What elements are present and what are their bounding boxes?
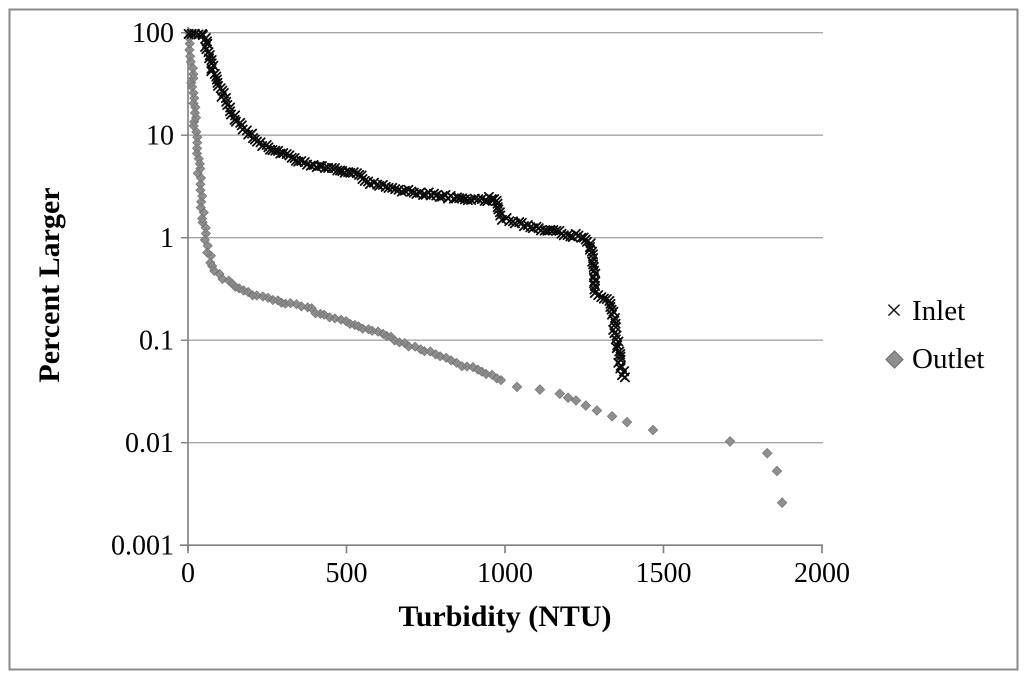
x-tick-label: 0 [181,558,195,589]
y-tick-label: 10 [146,121,174,152]
legend: × Inlet Outlet [884,294,985,376]
y-tick-label: 0.001 [111,531,174,562]
legend-label-inlet: Inlet [912,294,966,327]
x-tick-labels: 0 500 1000 1500 2000 [181,558,850,589]
y-tick-labels: 100 10 1 0.1 0.01 0.001 [111,18,174,562]
axes [180,27,823,554]
legend-item-outlet: Outlet [884,342,985,376]
y-axis-title: Percent Larger [33,187,66,383]
inlet-series [183,28,630,383]
x-tick-label: 1500 [636,558,692,589]
legend-label-outlet: Outlet [912,342,985,375]
x-axis-title: Turbidity (NTU) [398,600,612,633]
x-marker-icon: × [885,294,903,327]
diamond-marker-icon [884,349,904,369]
figure-border [8,8,1019,671]
y-tick-label: 0.1 [139,326,174,357]
x-tick-label: 500 [326,558,368,589]
y-tick-label: 1 [160,223,174,254]
outlet-series [183,27,788,508]
legend-item-inlet: × Inlet [885,294,985,328]
x-tick-label: 1000 [477,558,533,589]
y-tick-label: 0.01 [125,428,174,459]
y-tick-label: 100 [132,18,174,49]
gridlines [181,32,823,546]
x-tick-label: 2000 [794,558,850,589]
